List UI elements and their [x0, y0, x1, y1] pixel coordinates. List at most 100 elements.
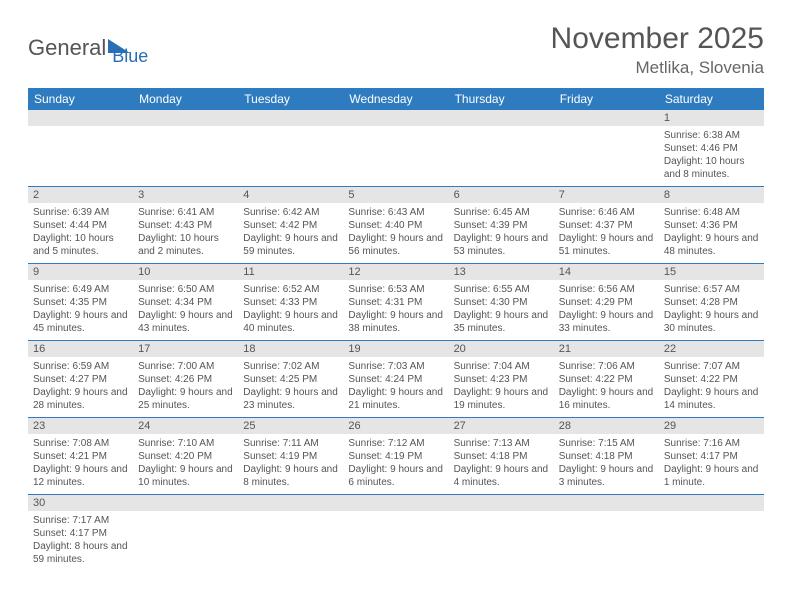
- brand-logo: General Blue: [28, 28, 148, 67]
- day-body: Sunrise: 7:10 AMSunset: 4:20 PMDaylight:…: [133, 434, 238, 494]
- sunset-line: Sunset: 4:46 PM: [664, 142, 759, 155]
- weekday-header: Tuesday: [238, 88, 343, 110]
- sunrise-line: Sunrise: 7:17 AM: [33, 514, 128, 527]
- calendar-cell: 29Sunrise: 7:16 AMSunset: 4:17 PMDayligh…: [659, 418, 764, 495]
- calendar-cell: [238, 495, 343, 572]
- day-number: 17: [133, 341, 238, 357]
- daylight-line: Daylight: 9 hours and 30 minutes.: [664, 309, 759, 335]
- calendar-cell: 9Sunrise: 6:49 AMSunset: 4:35 PMDaylight…: [28, 264, 133, 341]
- daylight-line: Daylight: 9 hours and 28 minutes.: [33, 386, 128, 412]
- calendar-cell: 22Sunrise: 7:07 AMSunset: 4:22 PMDayligh…: [659, 341, 764, 418]
- day-number-empty: [343, 110, 448, 126]
- sunrise-line: Sunrise: 6:42 AM: [243, 206, 338, 219]
- day-number: 30: [28, 495, 133, 511]
- day-body: Sunrise: 7:03 AMSunset: 4:24 PMDaylight:…: [343, 357, 448, 417]
- sunset-line: Sunset: 4:34 PM: [138, 296, 233, 309]
- day-body-empty: [238, 511, 343, 569]
- day-body: Sunrise: 7:17 AMSunset: 4:17 PMDaylight:…: [28, 511, 133, 571]
- day-number-empty: [28, 110, 133, 126]
- daylight-line: Daylight: 9 hours and 59 minutes.: [243, 232, 338, 258]
- sunset-line: Sunset: 4:39 PM: [454, 219, 549, 232]
- sunrise-line: Sunrise: 6:56 AM: [559, 283, 654, 296]
- day-number: 11: [238, 264, 343, 280]
- day-number: 1: [659, 110, 764, 126]
- sunset-line: Sunset: 4:37 PM: [559, 219, 654, 232]
- sunrise-line: Sunrise: 7:04 AM: [454, 360, 549, 373]
- title-block: November 2025 Metlika, Slovenia: [551, 22, 764, 78]
- day-number-empty: [659, 495, 764, 511]
- day-number: 7: [554, 187, 659, 203]
- calendar-row: 1Sunrise: 6:38 AMSunset: 4:46 PMDaylight…: [28, 110, 764, 187]
- sunset-line: Sunset: 4:28 PM: [664, 296, 759, 309]
- day-number: 8: [659, 187, 764, 203]
- calendar-cell: 2Sunrise: 6:39 AMSunset: 4:44 PMDaylight…: [28, 187, 133, 264]
- day-body: Sunrise: 7:12 AMSunset: 4:19 PMDaylight:…: [343, 434, 448, 494]
- day-number: 13: [449, 264, 554, 280]
- calendar-cell: 10Sunrise: 6:50 AMSunset: 4:34 PMDayligh…: [133, 264, 238, 341]
- daylight-line: Daylight: 9 hours and 43 minutes.: [138, 309, 233, 335]
- daylight-line: Daylight: 9 hours and 6 minutes.: [348, 463, 443, 489]
- daylight-line: Daylight: 10 hours and 2 minutes.: [138, 232, 233, 258]
- sunset-line: Sunset: 4:25 PM: [243, 373, 338, 386]
- day-number: 24: [133, 418, 238, 434]
- sunset-line: Sunset: 4:23 PM: [454, 373, 549, 386]
- daylight-line: Daylight: 9 hours and 25 minutes.: [138, 386, 233, 412]
- day-number: 6: [449, 187, 554, 203]
- calendar-cell: 27Sunrise: 7:13 AMSunset: 4:18 PMDayligh…: [449, 418, 554, 495]
- daylight-line: Daylight: 9 hours and 51 minutes.: [559, 232, 654, 258]
- day-number: 28: [554, 418, 659, 434]
- sunrise-line: Sunrise: 7:16 AM: [664, 437, 759, 450]
- sunrise-line: Sunrise: 6:55 AM: [454, 283, 549, 296]
- calendar-cell: [449, 495, 554, 572]
- calendar-cell: 24Sunrise: 7:10 AMSunset: 4:20 PMDayligh…: [133, 418, 238, 495]
- daylight-line: Daylight: 9 hours and 19 minutes.: [454, 386, 549, 412]
- day-body: Sunrise: 7:04 AMSunset: 4:23 PMDaylight:…: [449, 357, 554, 417]
- day-number: 22: [659, 341, 764, 357]
- calendar-cell: [133, 495, 238, 572]
- day-number: 23: [28, 418, 133, 434]
- day-body: Sunrise: 7:02 AMSunset: 4:25 PMDaylight:…: [238, 357, 343, 417]
- day-number: 3: [133, 187, 238, 203]
- daylight-line: Daylight: 8 hours and 59 minutes.: [33, 540, 128, 566]
- sunset-line: Sunset: 4:19 PM: [243, 450, 338, 463]
- day-body: Sunrise: 7:08 AMSunset: 4:21 PMDaylight:…: [28, 434, 133, 494]
- location-label: Metlika, Slovenia: [551, 58, 764, 78]
- sunrise-line: Sunrise: 6:52 AM: [243, 283, 338, 296]
- day-body-empty: [238, 126, 343, 184]
- day-number-empty: [343, 495, 448, 511]
- sunset-line: Sunset: 4:33 PM: [243, 296, 338, 309]
- calendar-cell: 16Sunrise: 6:59 AMSunset: 4:27 PMDayligh…: [28, 341, 133, 418]
- weekday-row: Sunday Monday Tuesday Wednesday Thursday…: [28, 88, 764, 110]
- weekday-header: Wednesday: [343, 88, 448, 110]
- daylight-line: Daylight: 10 hours and 5 minutes.: [33, 232, 128, 258]
- daylight-line: Daylight: 9 hours and 35 minutes.: [454, 309, 549, 335]
- calendar-cell: 21Sunrise: 7:06 AMSunset: 4:22 PMDayligh…: [554, 341, 659, 418]
- calendar-cell: 23Sunrise: 7:08 AMSunset: 4:21 PMDayligh…: [28, 418, 133, 495]
- day-body: Sunrise: 6:41 AMSunset: 4:43 PMDaylight:…: [133, 203, 238, 263]
- calendar-cell: [238, 110, 343, 187]
- calendar-cell: [28, 110, 133, 187]
- sunrise-line: Sunrise: 7:00 AM: [138, 360, 233, 373]
- daylight-line: Daylight: 9 hours and 48 minutes.: [664, 232, 759, 258]
- day-body: Sunrise: 6:56 AMSunset: 4:29 PMDaylight:…: [554, 280, 659, 340]
- daylight-line: Daylight: 9 hours and 45 minutes.: [33, 309, 128, 335]
- sunrise-line: Sunrise: 7:11 AM: [243, 437, 338, 450]
- day-number: 16: [28, 341, 133, 357]
- day-body: Sunrise: 6:53 AMSunset: 4:31 PMDaylight:…: [343, 280, 448, 340]
- sunset-line: Sunset: 4:20 PM: [138, 450, 233, 463]
- calendar-cell: 18Sunrise: 7:02 AMSunset: 4:25 PMDayligh…: [238, 341, 343, 418]
- day-number: 12: [343, 264, 448, 280]
- sunrise-line: Sunrise: 6:41 AM: [138, 206, 233, 219]
- day-number-empty: [133, 110, 238, 126]
- sunrise-line: Sunrise: 6:59 AM: [33, 360, 128, 373]
- day-body-empty: [343, 511, 448, 569]
- sunrise-line: Sunrise: 7:06 AM: [559, 360, 654, 373]
- day-body-empty: [554, 511, 659, 569]
- day-body: Sunrise: 6:49 AMSunset: 4:35 PMDaylight:…: [28, 280, 133, 340]
- sunrise-line: Sunrise: 6:46 AM: [559, 206, 654, 219]
- day-number: 29: [659, 418, 764, 434]
- weekday-header: Monday: [133, 88, 238, 110]
- sunset-line: Sunset: 4:17 PM: [33, 527, 128, 540]
- calendar-cell: 3Sunrise: 6:41 AMSunset: 4:43 PMDaylight…: [133, 187, 238, 264]
- daylight-line: Daylight: 9 hours and 38 minutes.: [348, 309, 443, 335]
